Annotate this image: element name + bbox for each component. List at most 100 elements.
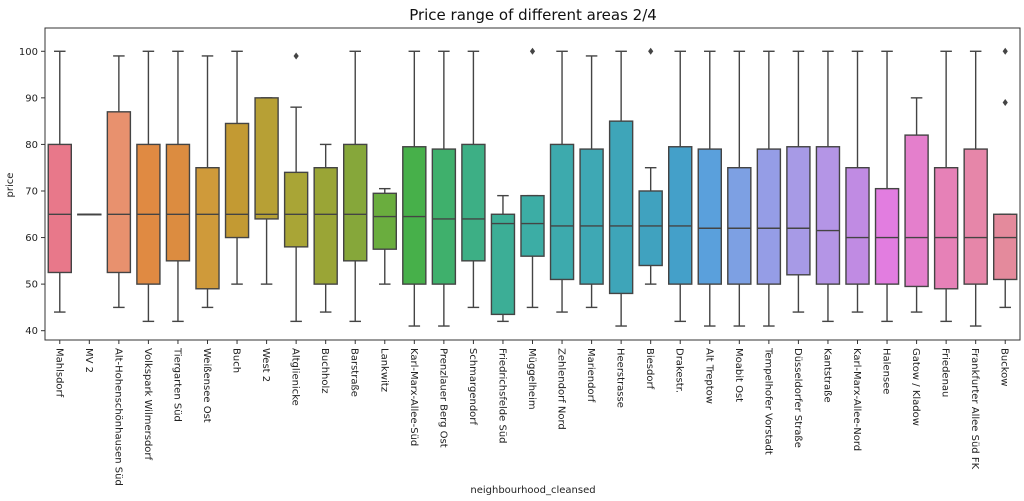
y-tick-label: 90: [25, 93, 38, 104]
y-tick-label: 80: [25, 140, 38, 151]
box-group: [520, 47, 545, 309]
box-group: [756, 50, 782, 327]
x-tick-label: Karl-Marx-Allee-Nord: [851, 348, 862, 451]
box: [727, 167, 752, 285]
x-axis: Mahlsdorf MV 2 Alt-Hohenschönhausen Süd Vol…: [53, 340, 1010, 486]
box: [520, 194, 545, 257]
box: [224, 122, 250, 239]
box: [343, 143, 368, 262]
outlier-point: [1002, 99, 1008, 107]
box-group: [668, 50, 693, 323]
x-tick-label: Buchholz: [319, 348, 330, 394]
x-tick-label: Tempelhofer Vorstadt: [762, 347, 773, 455]
box-group: [490, 194, 516, 323]
x-tick-label: Kantstraße: [821, 348, 832, 403]
x-tick-label: Biesdorf: [644, 348, 655, 390]
box: [993, 213, 1018, 281]
x-tick-label: Weißensee Ost: [201, 348, 212, 423]
box-group: [136, 50, 161, 323]
box: [845, 167, 870, 285]
box: [47, 143, 72, 274]
box-group: [904, 97, 929, 313]
box: [313, 167, 338, 285]
box-group: [313, 143, 338, 313]
box: [165, 143, 191, 262]
box: [638, 190, 663, 267]
box: [668, 146, 693, 285]
x-tick-label: Düsseldorfer Straße: [792, 348, 803, 448]
box: [697, 148, 722, 285]
box: [963, 148, 988, 285]
box: [254, 97, 279, 220]
x-tick-label: Moabit Ost: [733, 348, 744, 402]
x-tick-label: Tiergarten Süd: [171, 347, 182, 422]
x-tick-label: Frankfurter Allee Süd FK: [969, 348, 980, 470]
box-group: [638, 47, 663, 285]
y-axis: 40 50 60 70 80 90 100: [19, 47, 45, 337]
x-tick-label: Friedenau: [940, 348, 951, 397]
box-group: [963, 50, 988, 327]
box-group: [786, 50, 811, 313]
box: [431, 148, 457, 285]
x-tick-label: Altglienicke: [290, 348, 301, 406]
x-tick-label: Volkspark Wilmersdorf: [142, 348, 153, 461]
box-group: [343, 50, 368, 323]
y-tick-label: 50: [25, 280, 38, 291]
box-group: [815, 50, 841, 323]
outlier-point: [1002, 47, 1008, 55]
box-group: [697, 50, 722, 327]
y-axis-label: price: [5, 173, 16, 198]
x-tick-label: Prenzlauer Berg Ost: [437, 348, 448, 448]
box: [283, 171, 309, 248]
box-group: [254, 97, 279, 285]
box: [461, 143, 486, 262]
box-group: [993, 47, 1018, 309]
x-tick-label: Lankwitz: [378, 348, 389, 392]
x-tick-label: Gatow / Kladow: [910, 348, 921, 426]
x-axis-label: neighbourhood_cleansed: [470, 485, 595, 496]
box-group: [165, 50, 191, 323]
box: [786, 146, 811, 276]
x-tick-label: Mahlsdorf: [53, 348, 64, 398]
box-group: [106, 55, 132, 309]
box-group: [874, 50, 900, 323]
outlier-point: [529, 47, 536, 55]
x-tick-label: Alt-Hohenschönhausen Süd: [112, 348, 123, 486]
chart-title: Price range of different areas 2/4: [409, 6, 657, 24]
box-group: [402, 50, 427, 327]
y-tick-label: 40: [25, 326, 38, 337]
x-tick-label: Müggelheim: [526, 348, 537, 410]
x-tick-label: Karl-Marx-Allee-Süd: [408, 348, 419, 446]
box-group: [431, 50, 457, 327]
x-tick-label: MV 2: [83, 348, 94, 373]
box: [608, 120, 634, 295]
box: [815, 146, 841, 285]
box-group: [372, 187, 397, 285]
box: [549, 143, 575, 281]
box-group: [47, 50, 72, 313]
box: [579, 148, 604, 285]
x-tick-label: Alt Treptow: [703, 348, 714, 404]
x-tick-label: West 2: [260, 348, 271, 382]
plot-area: [47, 47, 1018, 327]
box: [402, 146, 427, 285]
x-tick-label: Mariendorf: [585, 348, 596, 403]
outlier-point: [293, 52, 299, 60]
y-tick-label: 100: [19, 47, 38, 58]
x-tick-label: Schmargendorf: [467, 348, 478, 425]
y-tick-label: 70: [25, 186, 38, 197]
box: [756, 148, 782, 285]
box-group: [549, 50, 575, 313]
x-tick-label: Buckow: [999, 348, 1010, 386]
box-group: [461, 50, 486, 309]
box-group: [845, 50, 870, 313]
box-group: [608, 50, 634, 327]
box: [106, 111, 132, 274]
outlier-point: [648, 47, 654, 55]
box-group: [579, 55, 604, 309]
x-tick-label: Drakestr.: [674, 348, 685, 393]
x-tick-label: Halensee: [881, 348, 892, 394]
y-tick-label: 60: [25, 233, 38, 244]
box-group: [933, 50, 959, 323]
x-tick-label: Heerstrasse: [615, 348, 626, 408]
